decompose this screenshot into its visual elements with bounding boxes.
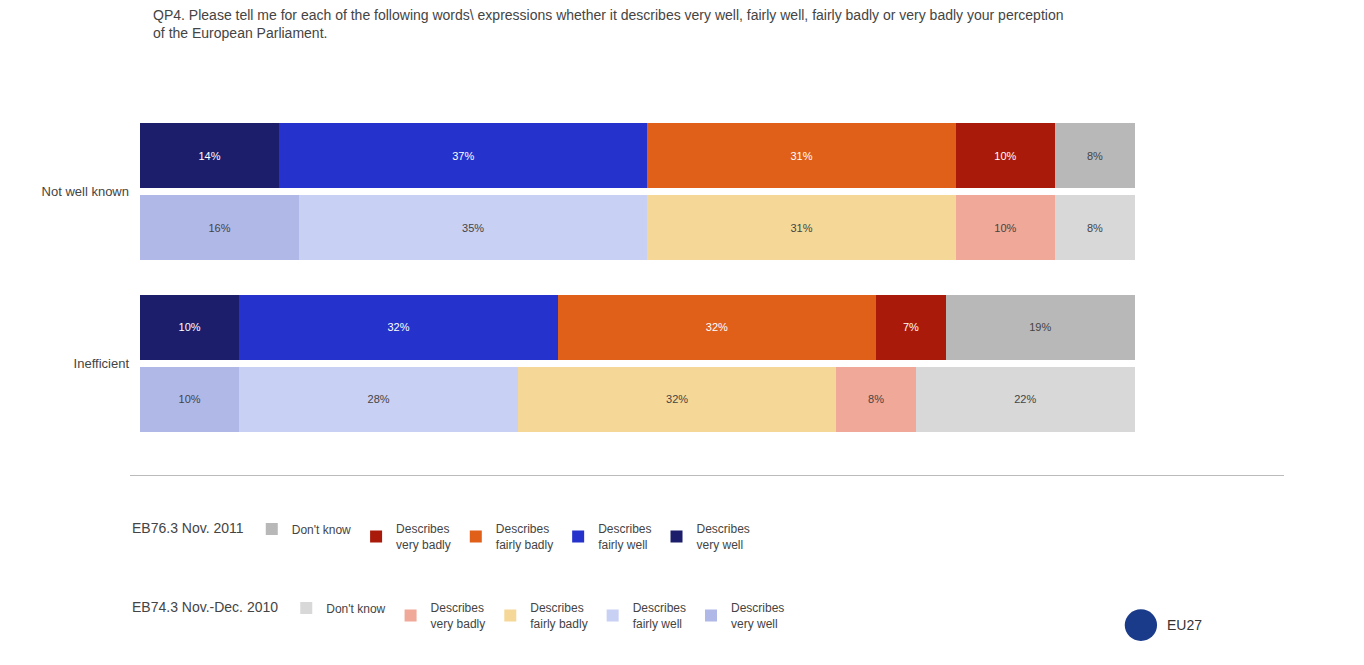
svg-text:22%: 22%	[1014, 393, 1036, 405]
svg-text:37%: 37%	[452, 150, 474, 162]
svg-text:Describesfairly badly: Describesfairly badly	[496, 522, 553, 552]
svg-text:Describesvery well: Describesvery well	[731, 601, 784, 631]
svg-text:32%: 32%	[387, 321, 409, 333]
svg-text:32%: 32%	[706, 321, 728, 333]
svg-text:8%: 8%	[1087, 150, 1103, 162]
svg-text:31%: 31%	[790, 222, 812, 234]
svg-text:Describesfairly badly: Describesfairly badly	[530, 601, 587, 631]
svg-text:7%: 7%	[903, 321, 919, 333]
svg-text:10%: 10%	[179, 393, 201, 405]
svg-text:EU27: EU27	[1167, 617, 1202, 633]
svg-text:Don't know: Don't know	[292, 523, 351, 537]
svg-text:Describesfairly well: Describesfairly well	[633, 601, 686, 631]
svg-text:10%: 10%	[179, 321, 201, 333]
svg-text:28%: 28%	[368, 393, 390, 405]
svg-text:EB76.3 Nov. 2011: EB76.3 Nov. 2011	[132, 520, 244, 536]
svg-text:10%: 10%	[994, 222, 1016, 234]
svg-text:Describesvery badly: Describesvery badly	[396, 522, 451, 552]
svg-text:8%: 8%	[1087, 222, 1103, 234]
svg-text:Describesfairly well: Describesfairly well	[598, 522, 651, 552]
svg-text:10%: 10%	[994, 150, 1016, 162]
svg-text:QP4. Please tell me for each o: QP4. Please tell me for each of the foll…	[153, 7, 1063, 41]
svg-text:Inefficient: Inefficient	[74, 356, 130, 371]
svg-text:Describesvery well: Describesvery well	[697, 522, 750, 552]
svg-text:19%: 19%	[1029, 321, 1051, 333]
svg-text:35%: 35%	[462, 222, 484, 234]
svg-text:Don't know: Don't know	[326, 602, 385, 616]
svg-text:31%: 31%	[790, 150, 812, 162]
svg-text:Describesvery badly: Describesvery badly	[431, 601, 486, 631]
svg-text:8%: 8%	[868, 393, 884, 405]
svg-text:16%: 16%	[208, 222, 230, 234]
svg-text:32%: 32%	[666, 393, 688, 405]
svg-text:EB74.3 Nov.-Dec. 2010: EB74.3 Nov.-Dec. 2010	[132, 599, 278, 615]
svg-text:Not well known: Not well known	[42, 184, 129, 199]
svg-text:14%: 14%	[198, 150, 220, 162]
